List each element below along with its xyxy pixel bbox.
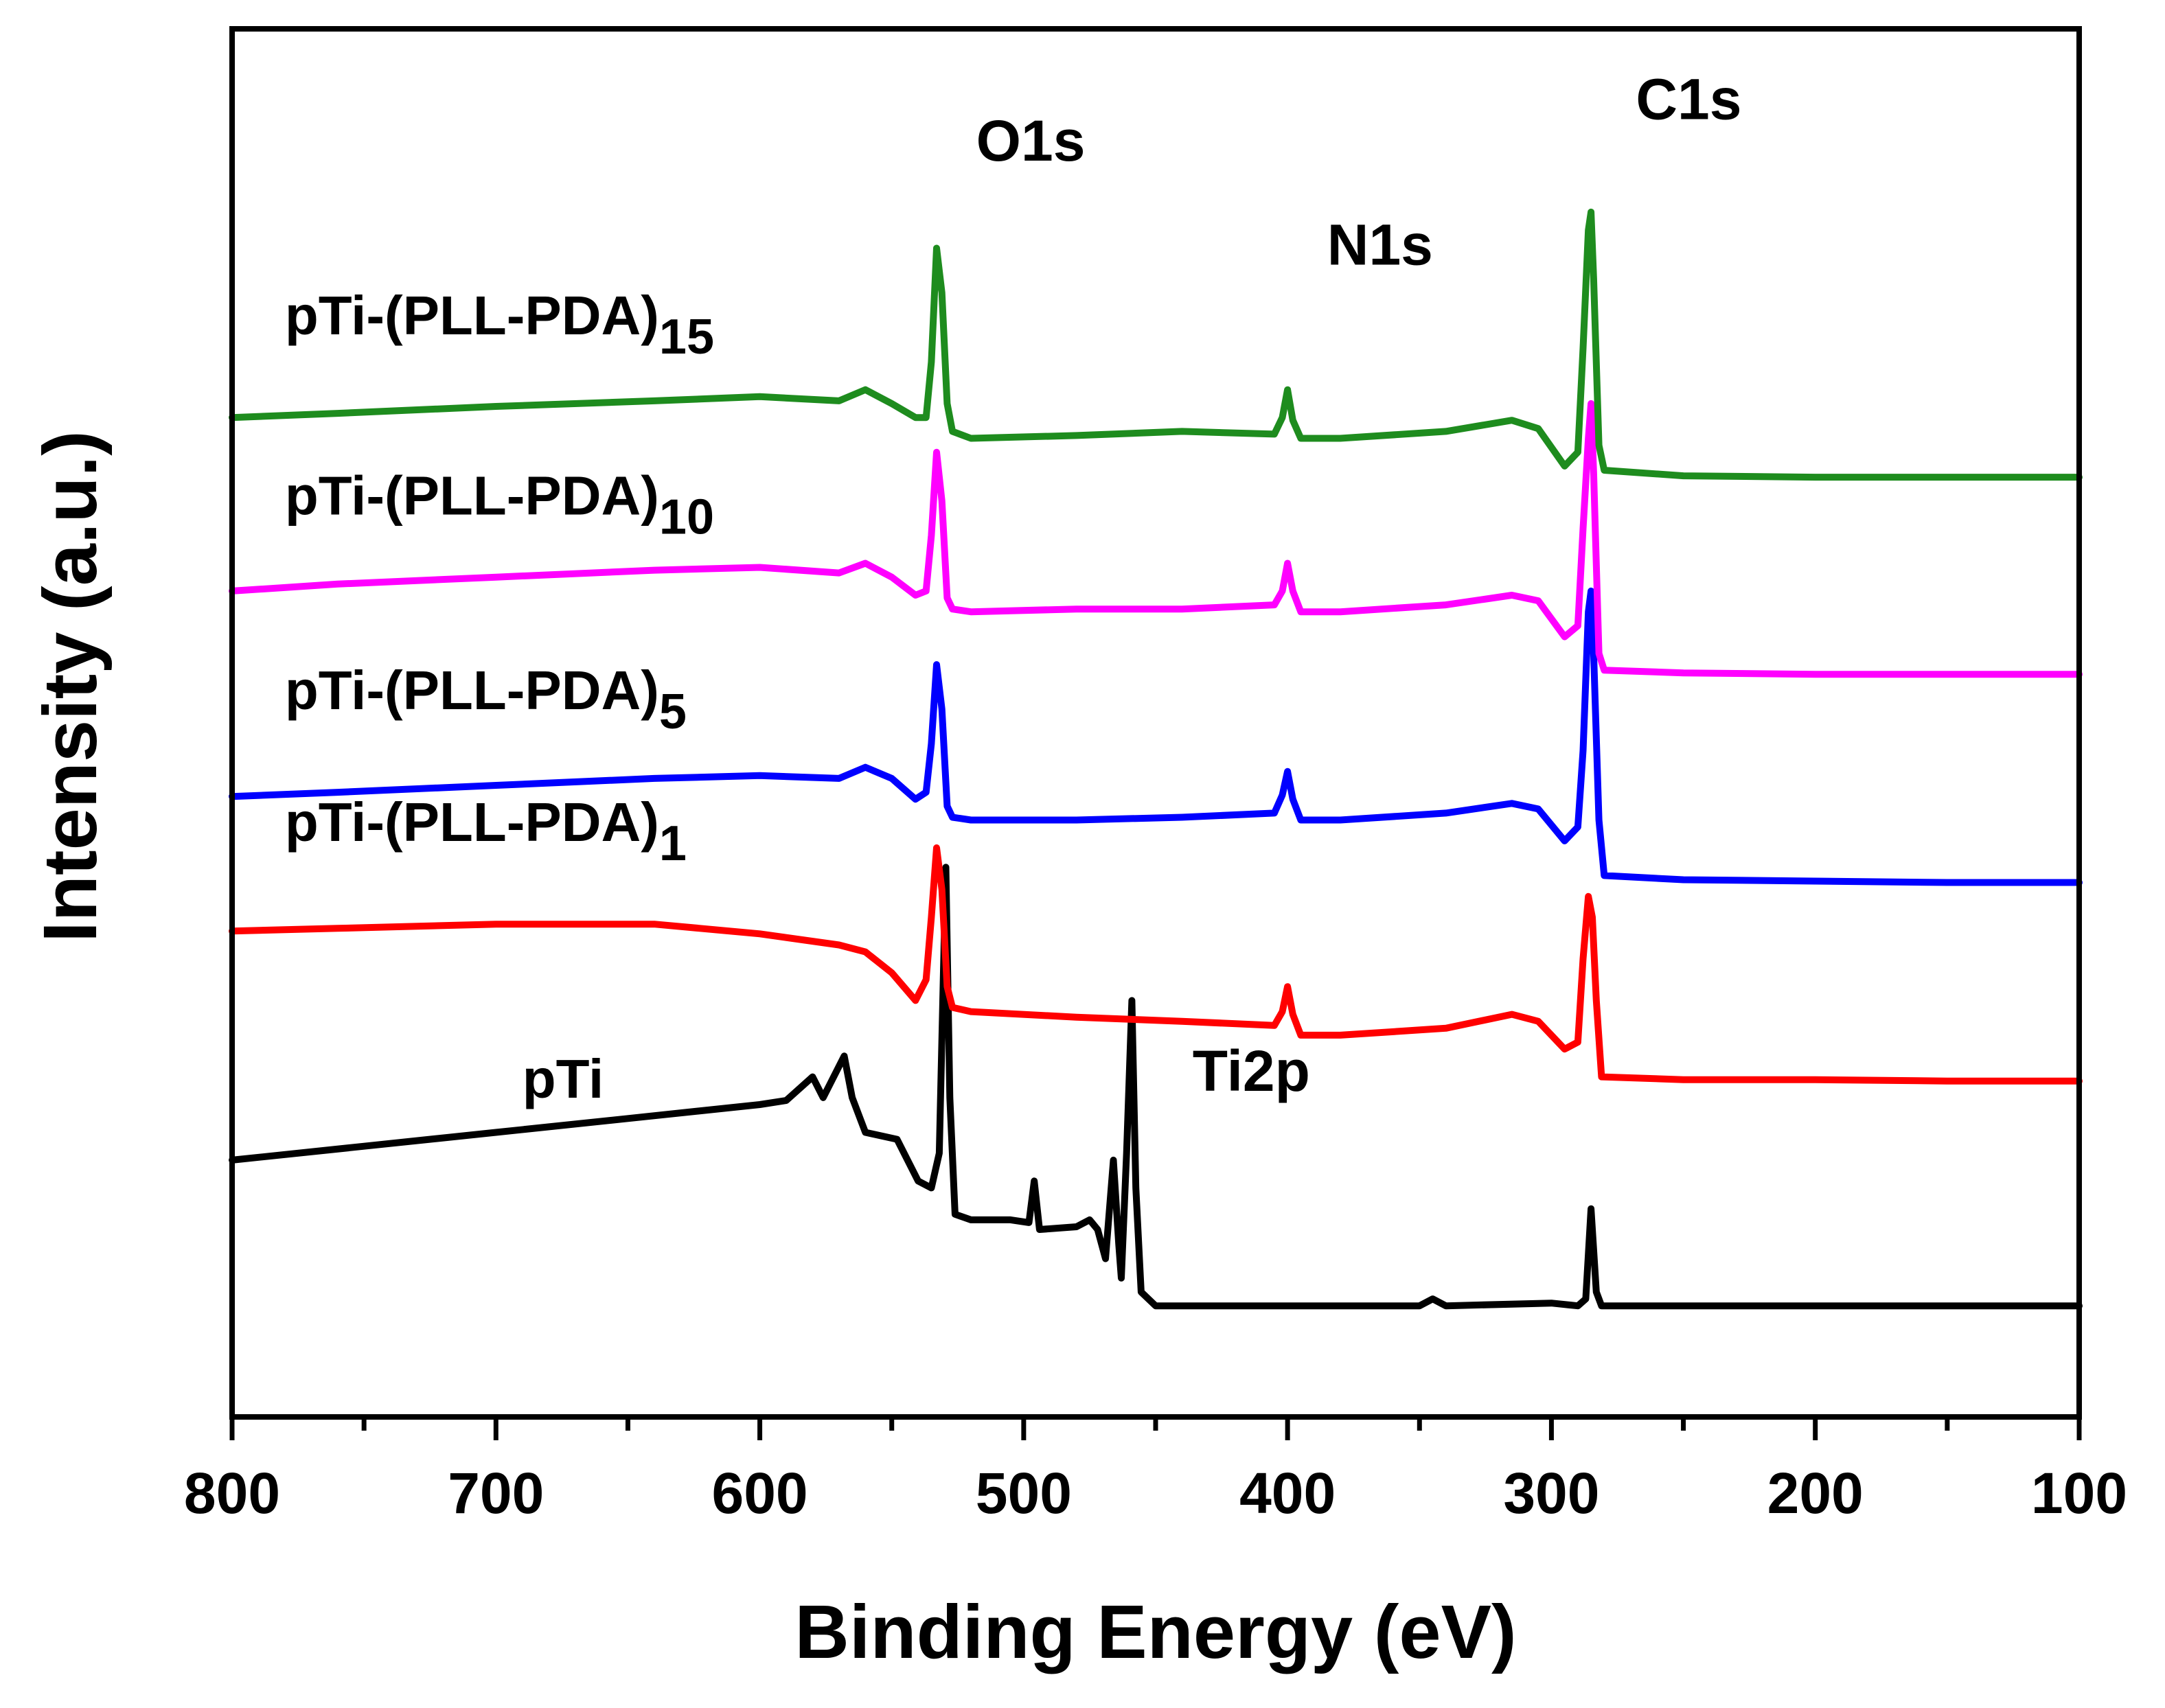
series-label-main: pTi-(PLL-PDA) [285, 465, 659, 527]
series-label: pTi-(PLL-PDA)1 [285, 792, 687, 871]
x-axis-tick-labels: 800 700 600 500 400 300 200 100 [184, 1461, 2127, 1525]
series-label-subscript: 1 [659, 816, 687, 871]
series-line [229, 864, 2083, 1310]
peak-annotation: Ti2p [1193, 1039, 1310, 1103]
series-label: pTi [523, 1048, 604, 1109]
x-tick-label: 300 [1503, 1461, 1599, 1525]
series-label: pTi-(PLL-PDA)10 [285, 465, 714, 545]
x-tick-label: 600 [711, 1461, 807, 1525]
series-label-main: pTi-(PLL-PDA) [285, 660, 659, 721]
x-tick-label: 700 [448, 1461, 544, 1525]
x-tick-label: 100 [2031, 1461, 2127, 1525]
series-line [229, 208, 2083, 481]
peak-annotation: N1s [1327, 213, 1433, 277]
x-tick-label: 800 [184, 1461, 280, 1525]
series-label-main: pTi-(PLL-PDA) [285, 792, 659, 853]
series-label-subscript: 10 [659, 490, 714, 545]
x-tick-label: 400 [1239, 1461, 1336, 1525]
series-label: pTi-(PLL-PDA)5 [285, 660, 687, 739]
series-label-subscript: 5 [659, 684, 687, 739]
x-axis-title: Binding Energy (eV) [794, 1590, 1516, 1674]
series-labels: pTipTi-(PLL-PDA)1pTi-(PLL-PDA)5pTi-(PLL-… [285, 285, 714, 1109]
x-tick-label: 500 [976, 1461, 1072, 1525]
x-axis-ticks [229, 1417, 2082, 1440]
peak-annotation: O1s [976, 108, 1086, 173]
y-axis-title: Intensity (a.u.) [28, 430, 113, 943]
peak-annotations: O1s N1s C1s Ti2p [976, 67, 1742, 1103]
series-label-main: pTi [523, 1048, 604, 1109]
series-traces [229, 208, 2083, 1310]
series-label-main: pTi-(PLL-PDA) [285, 285, 659, 346]
series-line [229, 400, 2083, 678]
peak-annotation: C1s [1636, 67, 1741, 131]
series-line [229, 844, 2083, 1085]
series-label: pTi-(PLL-PDA)15 [285, 285, 714, 365]
series-line [229, 587, 2083, 886]
x-tick-label: 200 [1767, 1461, 1864, 1525]
series-label-subscript: 15 [659, 310, 714, 365]
